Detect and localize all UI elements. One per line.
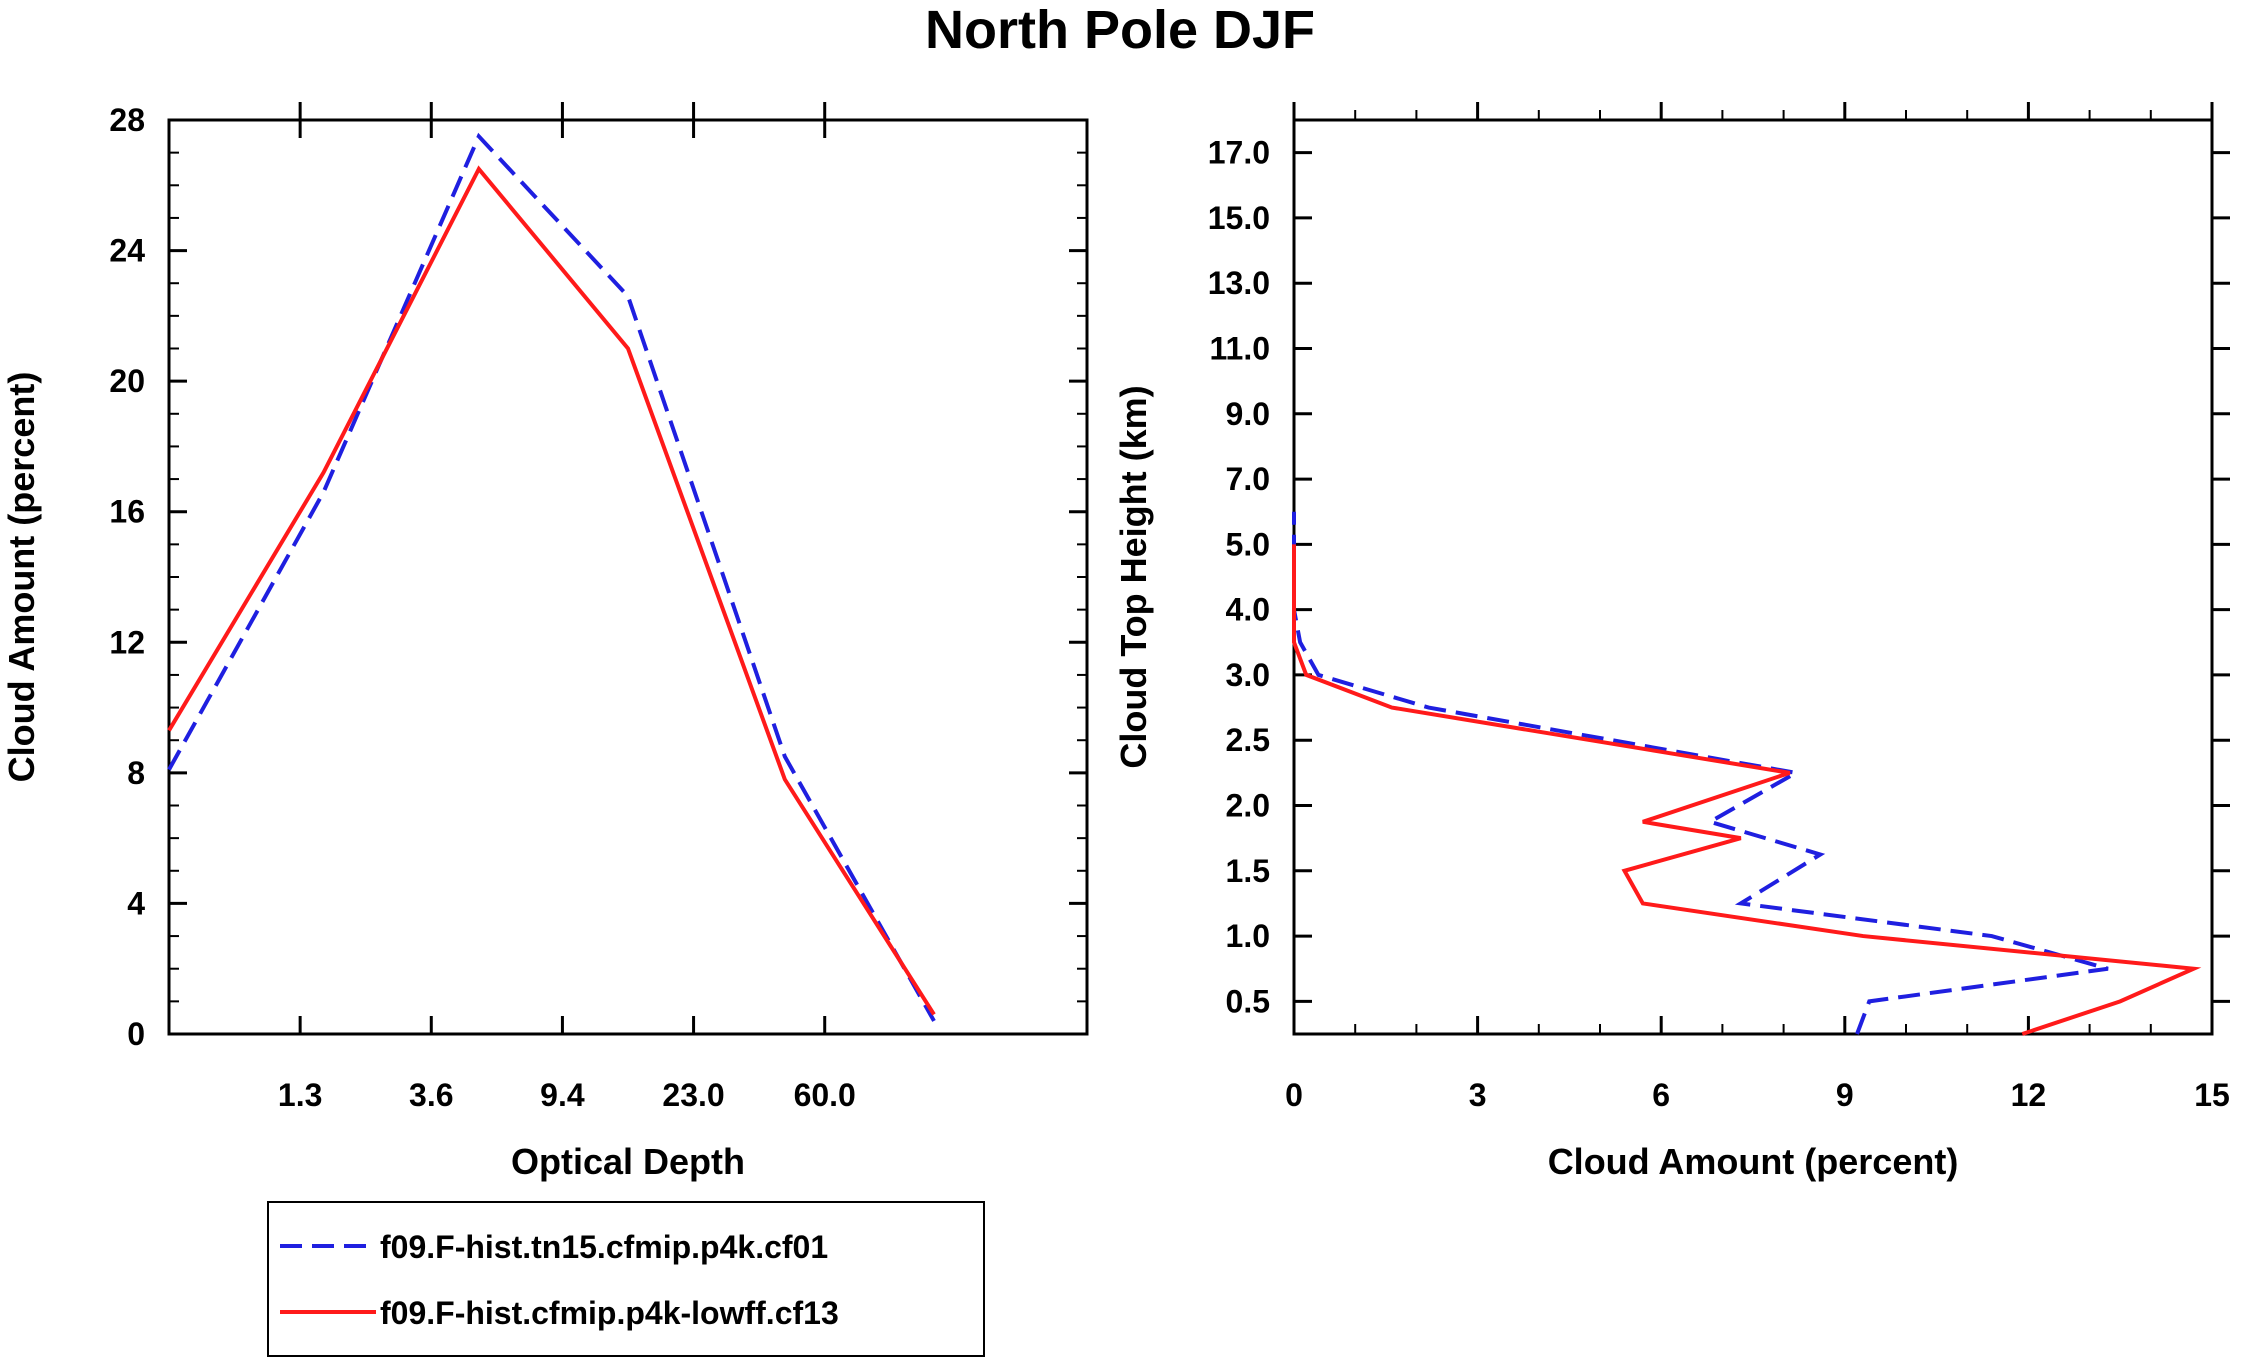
right-y-tick-label: 9.0	[1226, 396, 1270, 432]
left-series-line-1	[169, 136, 934, 1021]
right-x-tick-label: 9	[1836, 1077, 1854, 1113]
left-series-line-2	[169, 169, 934, 1014]
left-y-tick-label: 24	[109, 233, 145, 269]
right-y-tick-label: 5.0	[1226, 526, 1270, 562]
left-y-tick-label: 0	[127, 1016, 145, 1052]
left-y-tick-label: 12	[109, 624, 145, 660]
right-series-line-1	[1294, 512, 2108, 1034]
left-y-ticks: 0 4 8 12 16 20 24 28	[109, 102, 1087, 1052]
left-y-tick-label: 16	[109, 494, 145, 530]
right-y-ticks: 0.5 1.0 1.5 2.0 2.5 3.0 4.0 5.0 7.0 9.0 11.0 13.0 15…	[1208, 135, 2230, 1020]
right-y-tick-label: 2.0	[1226, 788, 1270, 824]
right-series-lines	[1294, 512, 2194, 1034]
right-y-tick-label: 3.0	[1226, 657, 1270, 693]
right-y-tick-label: 4.0	[1226, 592, 1270, 628]
right-x-tick-label: 15	[2194, 1077, 2230, 1113]
figure-title: North Pole DJF	[925, 0, 1315, 60]
right-x-axis-label: Cloud Amount (percent)	[1548, 1141, 1959, 1182]
right-series-line-2	[1294, 544, 2194, 1034]
left-x-tick-label: 9.4	[540, 1077, 585, 1113]
right-x-tick-label: 6	[1652, 1077, 1670, 1113]
left-y-tick-label: 28	[109, 102, 145, 138]
right-plot-frame	[1294, 120, 2212, 1034]
left-x-axis-label: Optical Depth	[511, 1141, 745, 1182]
left-y-tick-label: 4	[127, 885, 145, 921]
left-panel-chart: 0 4 8 12 16 20 24 28 1.3 3.6 9.4 23.0 60.0 Optical …	[1, 102, 1087, 1182]
right-y-tick-label: 0.5	[1226, 983, 1270, 1019]
legend-label-2: f09.F-hist.cfmip.p4k-lowff.cf13	[380, 1295, 839, 1331]
right-y-tick-label: 15.0	[1208, 200, 1270, 236]
right-y-tick-label: 2.5	[1226, 722, 1270, 758]
left-x-tick-label: 60.0	[794, 1077, 856, 1113]
left-y-axis-label: Cloud Amount (percent)	[1, 372, 42, 783]
right-y-tick-label: 13.0	[1208, 265, 1270, 301]
left-y-tick-label: 8	[127, 755, 145, 791]
left-x-tick-label: 3.6	[409, 1077, 453, 1113]
right-y-tick-label: 7.0	[1226, 461, 1270, 497]
left-series-lines	[169, 136, 934, 1021]
right-panel-chart: 0.5 1.0 1.5 2.0 2.5 3.0 4.0 5.0 7.0 9.0 11.0 13.0 15…	[1113, 102, 2230, 1182]
legend-box	[268, 1202, 984, 1356]
right-y-tick-label: 1.5	[1226, 853, 1270, 889]
right-x-tick-label: 3	[1469, 1077, 1487, 1113]
left-x-tick-label: 1.3	[278, 1077, 322, 1113]
legend-label-1: f09.F-hist.tn15.cfmip.p4k.cf01	[380, 1229, 828, 1265]
left-x-ticks: 1.3 3.6 9.4 23.0 60.0	[278, 102, 856, 1113]
right-x-tick-label: 0	[1285, 1077, 1303, 1113]
legend: f09.F-hist.tn15.cfmip.p4k.cf01 f09.F-his…	[268, 1202, 984, 1356]
right-y-tick-label: 17.0	[1208, 135, 1270, 171]
right-y-axis-label: Cloud Top Height (km)	[1113, 385, 1154, 768]
left-y-tick-label: 20	[109, 363, 145, 399]
right-x-tick-label: 12	[2011, 1077, 2047, 1113]
right-y-tick-label: 1.0	[1226, 918, 1270, 954]
left-x-tick-label: 23.0	[662, 1077, 724, 1113]
right-y-tick-label: 11.0	[1209, 331, 1270, 367]
left-plot-frame	[169, 120, 1087, 1034]
